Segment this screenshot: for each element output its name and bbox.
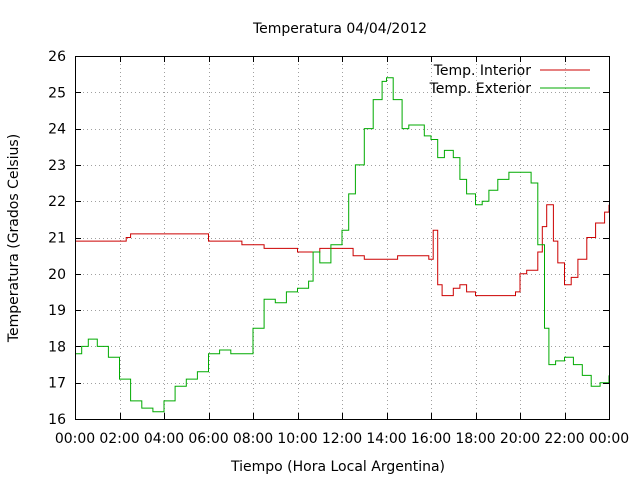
y-tick-label: 16 [48,412,66,428]
x-tick-label: 22:00 [544,431,584,447]
x-tick-label: 12:00 [322,431,362,447]
y-tick-label: 19 [48,303,66,319]
x-tick-label: 00:00 [55,431,95,447]
legend-label-interior: Temp. Interior [433,63,532,79]
series-lines [75,77,610,413]
axis-ticks [75,56,610,420]
y-tick-label: 23 [48,158,66,174]
legend: Temp. Interior Temp. Exterior [429,63,590,97]
series-line-interior [75,204,610,297]
series-line-exterior [75,77,610,413]
y-tick-label: 20 [48,267,66,283]
y-tick-label: 21 [48,231,66,247]
x-tick-label: 10:00 [277,431,317,447]
legend-label-exterior: Temp. Exterior [429,81,532,97]
y-tick-label: 18 [48,339,66,355]
x-tick-label: 02:00 [99,431,139,447]
x-tick-label: 08:00 [233,431,273,447]
x-tick-label: 06:00 [188,431,228,447]
y-tick-label: 22 [48,194,66,210]
y-tick-label: 26 [48,49,66,65]
chart-title: Temperatura 04/04/2012 [252,21,427,37]
x-tick-label: 20:00 [500,431,540,447]
x-tick-label: 00:00 [589,431,629,447]
y-tick-label: 17 [48,376,66,392]
x-tick-labels: 00:00 02:00 04:00 06:00 08:00 10:00 12:00 14:00… [55,431,629,447]
y-tick-label: 24 [48,122,66,138]
y-axis-label: Temperatura (Grados Celsius) [6,134,22,343]
x-tick-label: 04:00 [144,431,184,447]
y-tick-labels: 16 17 18 19 20 21 22 23 24 25 26 [48,49,66,428]
x-tick-label: 14:00 [366,431,406,447]
x-tick-label: 18:00 [455,431,495,447]
x-tick-label: 16:00 [411,431,451,447]
x-axis-label: Tiempo (Hora Local Argentina) [230,459,445,475]
y-tick-label: 25 [48,85,66,101]
